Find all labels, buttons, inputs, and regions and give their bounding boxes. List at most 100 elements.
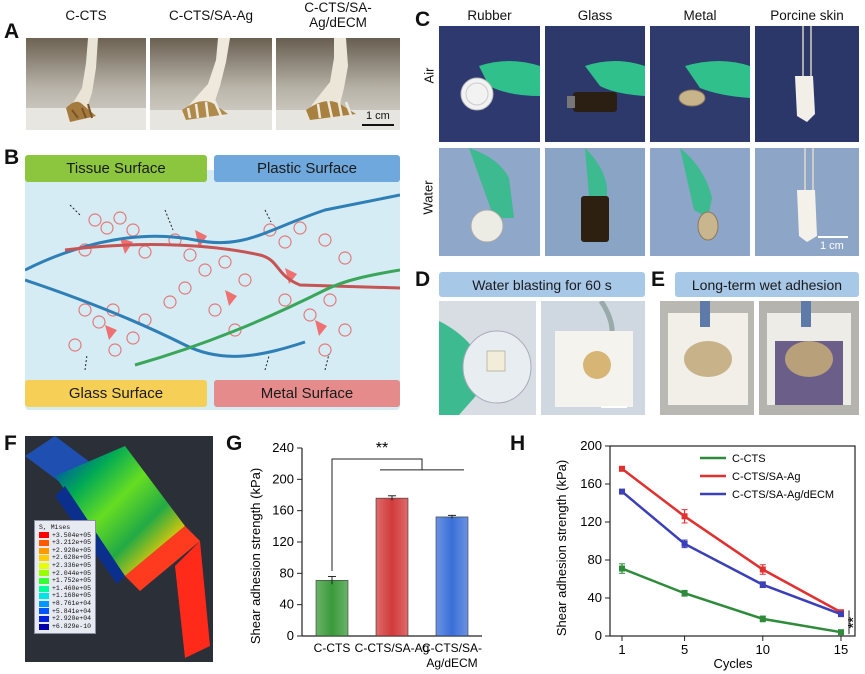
photo-a-1 — [26, 38, 146, 130]
line-chart: Shear adhesion strength (kPa) Cycles 0 40… — [554, 438, 862, 671]
photo-e-2 — [759, 301, 859, 415]
panel-label-f: F — [4, 432, 17, 455]
panel-label-d: D — [415, 268, 431, 291]
photo-c-water-skin — [755, 148, 859, 256]
significance-label: ** — [845, 617, 862, 629]
panel-e-title: Long-term wet adhesion — [675, 272, 859, 297]
photo-c-air-skin — [755, 26, 859, 142]
legend-label: C-CTS/SA-Ag — [732, 471, 800, 483]
panel-c-row-water: Water — [420, 180, 436, 215]
x-axis-label: Cycles — [713, 656, 753, 671]
photo-c-water-glass — [545, 148, 645, 256]
y-axis-label: Shear adhesion strength (kPa) — [248, 468, 263, 644]
legend-value: +8.761e+04 — [52, 599, 92, 607]
x-tick-label: Ag/dECM — [426, 656, 477, 670]
y-tick-label: 40 — [280, 597, 294, 612]
scale-bar-a — [362, 124, 394, 126]
series-line — [621, 567, 842, 634]
legend-row: +1.460e+05 — [39, 585, 91, 593]
y-tick-label: 200 — [272, 471, 294, 486]
scale-label-a: 1 cm — [366, 110, 390, 122]
label-tissue-surface: Tissue Surface — [25, 155, 207, 182]
data-point — [681, 513, 688, 520]
data-point — [681, 590, 688, 597]
legend-swatch — [39, 615, 49, 622]
legend-value: +3.504e+05 — [52, 531, 92, 539]
data-point — [681, 540, 688, 547]
legend-row: +2.920e+04 — [39, 615, 91, 623]
panel-label-g: G — [226, 432, 243, 455]
panel-label-h: H — [510, 432, 526, 455]
photo-c-air-glass — [545, 26, 645, 142]
data-point — [759, 581, 766, 588]
panel-c-col-rubber: Rubber — [467, 8, 512, 23]
legend-swatch — [39, 608, 49, 615]
photo-c-air-rubber — [439, 26, 540, 142]
y-tick-label: 200 — [580, 438, 602, 453]
legend-swatch — [39, 585, 49, 592]
stress-legend: S, Mises +3.504e+05 +3.212e+05 +2.920e+05 +… — [34, 520, 97, 635]
legend-value: +6.829e-10 — [52, 622, 92, 630]
data-point — [759, 615, 766, 622]
legend-row: +3.504e+05 — [39, 532, 91, 540]
data-point — [838, 629, 844, 636]
legend-value: +2.628e+05 — [52, 554, 92, 562]
legend-value: +2.336e+05 — [52, 561, 92, 569]
data-point — [619, 488, 625, 495]
legend-value: +5.841e+04 — [52, 607, 92, 615]
legend-label: C-CTS/SA-Ag/dECM — [732, 489, 834, 501]
y-tick-label: 160 — [272, 503, 294, 518]
legend-row: +2.628e+05 — [39, 554, 91, 562]
panel-d-title: Water blasting for 60 s — [439, 272, 645, 297]
x-tick-label: 1 — [618, 642, 625, 657]
legend-swatch — [39, 623, 49, 630]
bar-chart: Shear adhesion strength (kPa) 0 40 80 120 16… — [248, 440, 482, 670]
legend-value: +2.920e+05 — [52, 546, 92, 554]
significance-label: ** — [376, 440, 388, 457]
legend-swatch — [39, 570, 49, 577]
legend-value: +2.044e+05 — [52, 569, 92, 577]
bar — [315, 580, 349, 637]
legend-row: +2.920e+05 — [39, 547, 91, 555]
legend-row: +6.829e-10 — [39, 623, 91, 631]
legend-value: +3.212e+05 — [52, 539, 92, 547]
scale-label-c: 1 cm — [820, 240, 844, 252]
data-point — [759, 566, 766, 573]
y-tick-label: 80 — [280, 565, 294, 580]
legend-row: +8.761e+04 — [39, 600, 91, 608]
legend-row: +1.752e+05 — [39, 577, 91, 585]
panel-c-col-metal: Metal — [683, 8, 717, 23]
x-tick-label: 5 — [681, 642, 688, 657]
panel-label-a: A — [4, 20, 20, 43]
x-tick-label: C-CTS/SA- — [422, 641, 482, 655]
y-tick-label: 0 — [595, 628, 602, 643]
legend-swatch — [39, 547, 49, 554]
legend-value: +1.168e+05 — [52, 592, 92, 600]
y-tick-label: 120 — [580, 514, 602, 529]
legend-row: +1.168e+05 — [39, 592, 91, 600]
plot-frame — [609, 445, 856, 637]
data-point — [838, 611, 844, 618]
panel-label-e: E — [651, 268, 666, 291]
legend-value: +1.460e+05 — [52, 584, 92, 592]
label-glass-surface: Glass Surface — [25, 380, 207, 407]
photo-d-1 — [439, 301, 536, 415]
bar — [435, 516, 469, 637]
y-tick-label: 160 — [580, 476, 602, 491]
bar — [375, 497, 409, 637]
y-tick-label: 80 — [588, 552, 602, 567]
photo-d-2 — [541, 301, 645, 415]
y-tick-label: 40 — [588, 590, 602, 605]
legend-swatch — [39, 600, 49, 607]
y-axis-label: Shear adhesion strength (kPa) — [554, 460, 569, 636]
legend-swatch — [39, 577, 49, 584]
y-tick-label: 0 — [287, 628, 294, 643]
label-metal-surface: Metal Surface — [214, 380, 400, 407]
x-tick-label: 10 — [756, 642, 770, 657]
panel-label-b: B — [4, 146, 20, 169]
photo-c-water-rubber — [439, 148, 540, 256]
x-tick-label: C-CTS — [314, 641, 351, 655]
legend-label: C-CTS — [732, 453, 766, 465]
label-plastic-surface: Plastic Surface — [214, 155, 400, 182]
scale-bar-c — [818, 236, 848, 238]
